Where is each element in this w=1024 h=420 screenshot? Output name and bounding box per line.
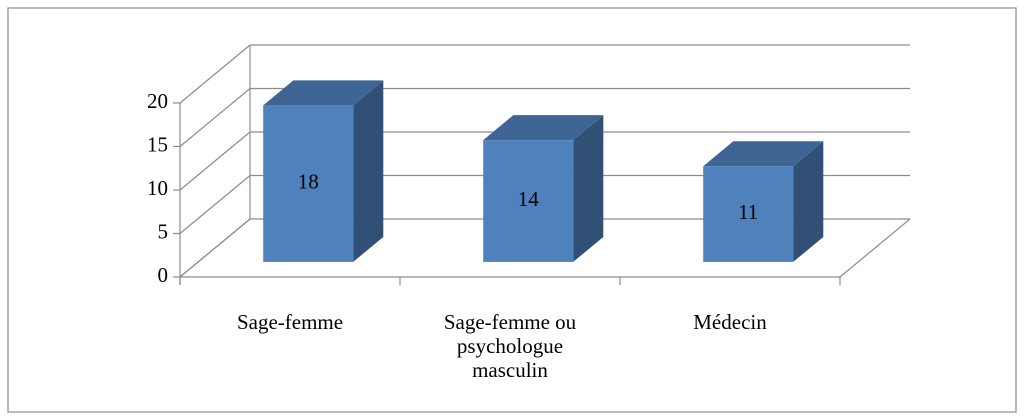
x-tick-label: Médecin — [693, 310, 767, 334]
floor-side — [839, 218, 911, 278]
x-tick-label: Sage-femme ou psychologue masculin — [443, 310, 577, 382]
grid-line — [179, 88, 251, 147]
grid-line — [179, 175, 251, 234]
y-tick-label: 0 — [158, 263, 169, 287]
bar-side — [573, 115, 604, 262]
data-label: 11 — [738, 200, 758, 224]
y-tick-label: 15 — [147, 132, 168, 156]
grid-line — [179, 131, 251, 191]
data-label: 18 — [298, 169, 319, 193]
bar — [263, 105, 354, 262]
data-label: 14 — [518, 187, 540, 211]
bar-side — [353, 80, 384, 262]
x-tick-label: Sage-femme — [236, 310, 344, 334]
y-tick-label: 10 — [147, 176, 168, 200]
bar — [483, 140, 574, 262]
bar-top — [263, 80, 384, 106]
bar-top — [703, 141, 824, 167]
y-tick-label: 5 — [158, 219, 169, 243]
grid-line — [179, 44, 251, 104]
bar — [703, 166, 794, 262]
grid-line — [179, 218, 251, 278]
bar-top — [483, 115, 604, 141]
bar-side — [793, 141, 824, 262]
y-tick-label: 20 — [147, 89, 168, 113]
